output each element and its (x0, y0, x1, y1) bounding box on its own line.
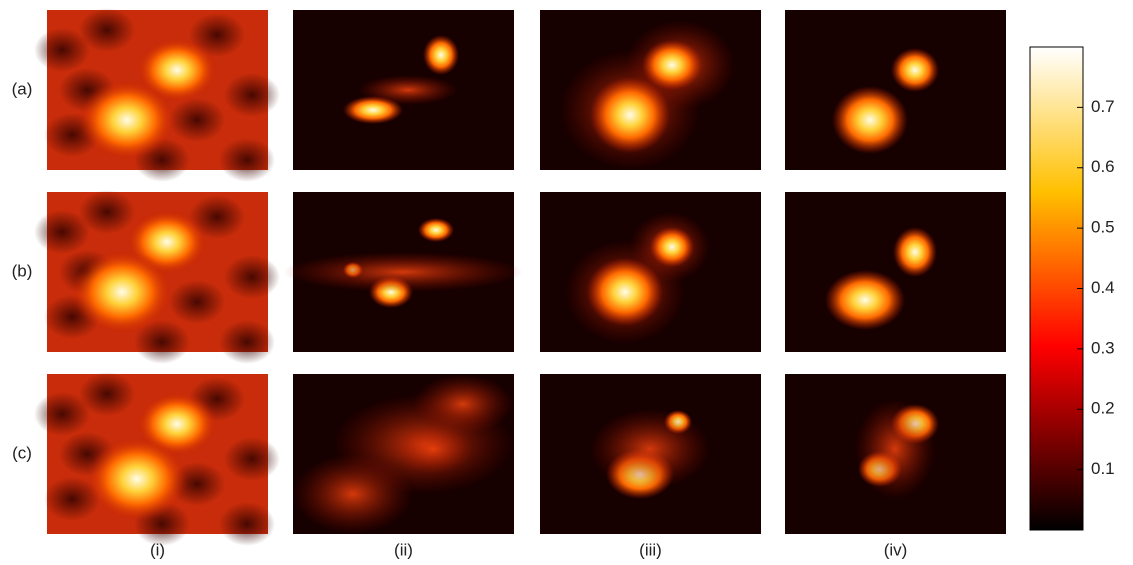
column-label: (ii) (394, 540, 413, 559)
intensity-blob (283, 252, 523, 292)
intensity-blob (358, 75, 458, 105)
heatmap-panel (785, 10, 1006, 170)
panels (34, 8, 1006, 546)
dark-spot (79, 190, 135, 234)
intensity-blob (393, 424, 473, 474)
intensity-blob (423, 35, 459, 75)
intensity-blob (832, 86, 908, 154)
heatmap-panel (293, 10, 514, 170)
colorbar-tick-label: 0.1 (1091, 459, 1115, 478)
intensity-blob (72, 250, 172, 334)
intensity-blob (855, 399, 935, 499)
dark-spot (219, 502, 275, 546)
intensity-blob (893, 227, 937, 277)
colorbar-tick-label: 0.5 (1091, 218, 1115, 237)
row-label: (a) (12, 79, 33, 98)
colorbar (1030, 47, 1083, 530)
dark-spot (224, 255, 280, 299)
page: (a) (b) (c) (i) (ii) (iii) (iv) 0.1 0.2 0.3 0.4 0.5… (0, 0, 1133, 565)
heatmap-panel (540, 10, 761, 170)
heatmap-panel (283, 192, 523, 352)
intensity-blob (590, 77, 670, 153)
colorbar-tick-label: 0.2 (1091, 399, 1115, 418)
intensity-blob (891, 48, 939, 92)
heatmap-panel (785, 192, 1006, 352)
row-label: (b) (12, 261, 33, 280)
column-label: (iv) (884, 540, 908, 559)
colorbar-tick-label: 0.6 (1091, 157, 1115, 176)
heatmap-panel (785, 374, 1006, 534)
intensity-blob (79, 80, 175, 160)
column-label: (iii) (639, 540, 662, 559)
intensity-blob (87, 437, 187, 521)
dark-spot (169, 280, 225, 324)
intensity-blob (590, 409, 710, 489)
intensity-blob (825, 270, 905, 330)
panel-background (785, 192, 1006, 352)
dark-spot (224, 73, 280, 117)
intensity-blob (418, 218, 454, 242)
intensity-blob (293, 454, 413, 534)
intensity-blob (642, 40, 702, 90)
colorbar-tick-label: 0.4 (1091, 278, 1115, 297)
colorbar-tick-label: 0.7 (1091, 97, 1115, 116)
intensity-blob (587, 258, 663, 326)
dark-spot (79, 372, 135, 416)
colorbar-tick-label: 0.3 (1091, 338, 1115, 357)
dark-spot (224, 437, 280, 481)
heatmap-panel (540, 374, 761, 534)
heatmap-panel (540, 192, 761, 352)
dark-spot (169, 98, 225, 142)
dark-spot (79, 8, 135, 52)
dark-spot (219, 320, 275, 364)
dark-spot (219, 138, 275, 182)
row-label: (c) (12, 443, 32, 462)
intensity-blob (650, 227, 694, 267)
heatmap-panel (293, 374, 514, 534)
heatmap-panel (34, 372, 280, 546)
heatmap-panel (34, 190, 280, 364)
column-label: (i) (150, 540, 165, 559)
heatmap-panel (34, 8, 280, 182)
panel-background (785, 10, 1006, 170)
figure: (a) (b) (c) (i) (ii) (iii) (iv) 0.1 0.2 0.3 0.4 0.5… (0, 0, 1133, 565)
